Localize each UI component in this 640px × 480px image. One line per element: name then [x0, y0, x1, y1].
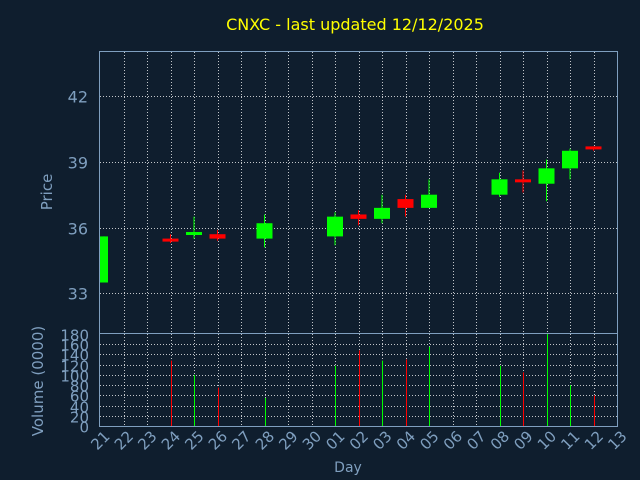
- x-tick-label: 05: [416, 427, 442, 453]
- volume-axis-label: Volume (0000): [29, 326, 47, 436]
- price-y-ticks: 33 36 39 42: [68, 88, 88, 304]
- price-tick-label: 42: [68, 88, 88, 107]
- volume-tick-label: 60: [70, 388, 89, 406]
- x-axis-label: Day: [334, 460, 362, 476]
- chart-title: CNXC - last updated 12/12/2025: [226, 15, 484, 34]
- volume-tick-label: 40: [70, 399, 89, 417]
- x-tick-label: 24: [158, 427, 184, 453]
- x-tick-label: 13: [604, 427, 630, 453]
- volume-bars: [171, 334, 595, 426]
- x-tick-label: 29: [275, 427, 301, 453]
- x-tick-label: 28: [252, 427, 278, 453]
- candle-body: [350, 214, 367, 219]
- candle: [421, 179, 437, 208]
- price-tick-label: 36: [68, 220, 88, 239]
- x-ticks: 2122232425262728293001020304050607080910…: [87, 427, 630, 453]
- price-axis-label: Price: [38, 174, 56, 211]
- x-tick-label: 26: [205, 427, 231, 453]
- candle: [562, 148, 578, 180]
- x-tick-label: 01: [322, 427, 348, 453]
- candle-body: [515, 179, 531, 183]
- candle-body: [100, 236, 108, 283]
- x-tick-label: 22: [111, 427, 137, 453]
- x-tick-label: 25: [181, 427, 207, 453]
- candles: [100, 146, 602, 283]
- volume-tick-label: 160: [60, 337, 89, 355]
- price-grid: [100, 52, 617, 333]
- volume-tick-label: 180: [60, 327, 89, 345]
- candle-body: [421, 194, 437, 208]
- candle-body: [491, 179, 508, 195]
- candle-body: [256, 223, 273, 239]
- candle-body: [186, 232, 202, 236]
- candle: [397, 194, 414, 217]
- volume-tick-label: 100: [60, 368, 89, 386]
- x-tick-label: 07: [463, 427, 489, 453]
- x-tick-label: 23: [134, 427, 160, 453]
- x-tick-label: 09: [510, 427, 536, 453]
- x-tick-label: 27: [228, 427, 254, 453]
- candle: [515, 170, 531, 193]
- x-tick-label: 11: [557, 427, 583, 453]
- candle-body: [209, 234, 226, 239]
- candle: [327, 212, 343, 246]
- volume-tick-label: 80: [70, 378, 89, 396]
- price-tick-label: 33: [68, 285, 88, 304]
- candle: [100, 236, 108, 283]
- x-tick-label: 02: [346, 427, 372, 453]
- candle: [256, 214, 273, 248]
- x-tick-label: 12: [581, 427, 607, 453]
- candle-body: [327, 216, 343, 237]
- volume-panel-frame: [99, 333, 618, 427]
- candle: [209, 229, 226, 241]
- x-tick-label: 03: [369, 427, 395, 453]
- price-tick-label: 39: [68, 154, 88, 173]
- volume-grid: [100, 334, 617, 426]
- candle: [186, 216, 202, 239]
- candle-body: [585, 146, 602, 150]
- volume-tick-label: 140: [60, 347, 89, 365]
- price-panel-frame: [99, 51, 618, 334]
- candle: [538, 159, 555, 202]
- x-tick-label: 08: [487, 427, 513, 453]
- volume-tick-label: 120: [60, 358, 89, 376]
- x-tick-label: 04: [393, 427, 419, 453]
- x-tick-label: 10: [534, 427, 560, 453]
- volume-tick-label: 0: [79, 419, 89, 437]
- candle: [350, 210, 367, 226]
- candle-body: [562, 150, 578, 169]
- candle: [162, 234, 179, 243]
- x-tick-label: 30: [299, 427, 325, 453]
- candle: [491, 172, 508, 197]
- x-tick-label: 06: [440, 427, 466, 453]
- candle-body: [162, 238, 179, 242]
- candle: [374, 194, 390, 224]
- x-tick-label: 21: [87, 427, 113, 453]
- volume-tick-label: 20: [70, 409, 89, 427]
- candle-body: [397, 199, 414, 208]
- candle-body: [374, 207, 390, 219]
- candle: [585, 146, 602, 151]
- candle-body: [538, 168, 555, 184]
